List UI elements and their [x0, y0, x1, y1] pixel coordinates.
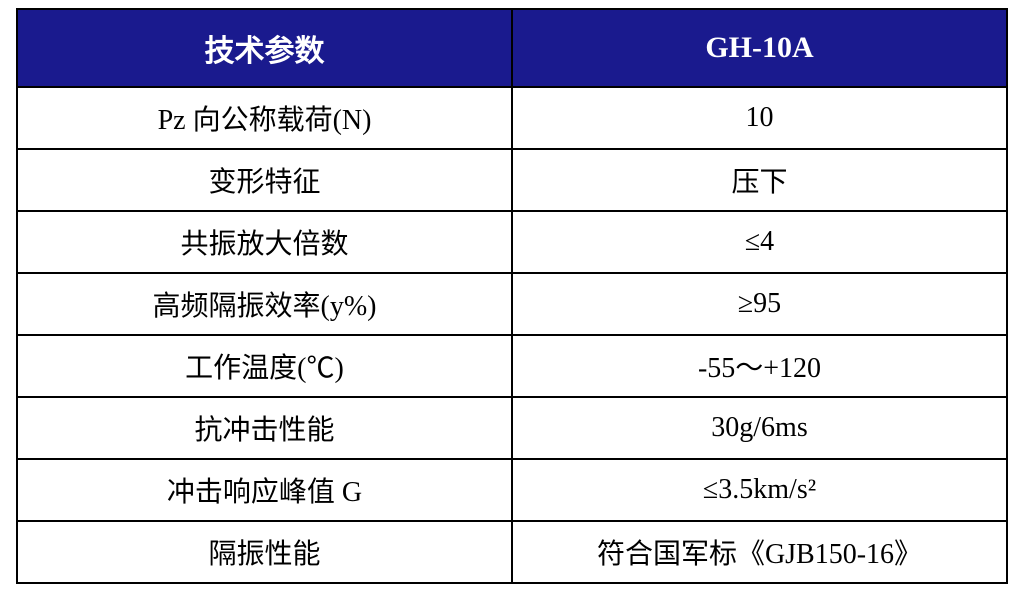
param-name: 抗冲击性能 — [17, 397, 512, 459]
param-value: ≤3.5km/s² — [512, 459, 1007, 521]
table-row: 冲击响应峰值 G ≤3.5km/s² — [17, 459, 1007, 521]
param-name: 高频隔振效率(y%) — [17, 273, 512, 335]
param-value: ≥95 — [512, 273, 1007, 335]
table-row: 隔振性能 符合国军标《GJB150-16》 — [17, 521, 1007, 583]
param-name: 共振放大倍数 — [17, 211, 512, 273]
header-model: GH-10A — [512, 9, 1007, 87]
header-param: 技术参数 — [17, 9, 512, 87]
param-name: 变形特征 — [17, 149, 512, 211]
table-row: 抗冲击性能 30g/6ms — [17, 397, 1007, 459]
param-value: 30g/6ms — [512, 397, 1007, 459]
table-row: 高频隔振效率(y%) ≥95 — [17, 273, 1007, 335]
param-value: 符合国军标《GJB150-16》 — [512, 521, 1007, 583]
table-row: 变形特征 压下 — [17, 149, 1007, 211]
table-row: 工作温度(℃) -55～+120 — [17, 335, 1007, 397]
param-name: 隔振性能 — [17, 521, 512, 583]
param-value: 10 — [512, 87, 1007, 149]
param-value: -55～+120 — [512, 335, 1007, 397]
table-row: 共振放大倍数 ≤4 — [17, 211, 1007, 273]
spec-table: 技术参数 GH-10A Pz 向公称载荷(N) 10 变形特征 压下 共振放大倍… — [16, 8, 1008, 584]
param-value: ≤4 — [512, 211, 1007, 273]
param-name: 工作温度(℃) — [17, 335, 512, 397]
table-row: Pz 向公称载荷(N) 10 — [17, 87, 1007, 149]
table-header: 技术参数 GH-10A — [17, 9, 1007, 87]
table-body: Pz 向公称载荷(N) 10 变形特征 压下 共振放大倍数 ≤4 高频隔振效率(… — [17, 87, 1007, 583]
param-name: 冲击响应峰值 G — [17, 459, 512, 521]
param-value: 压下 — [512, 149, 1007, 211]
param-name: Pz 向公称载荷(N) — [17, 87, 512, 149]
